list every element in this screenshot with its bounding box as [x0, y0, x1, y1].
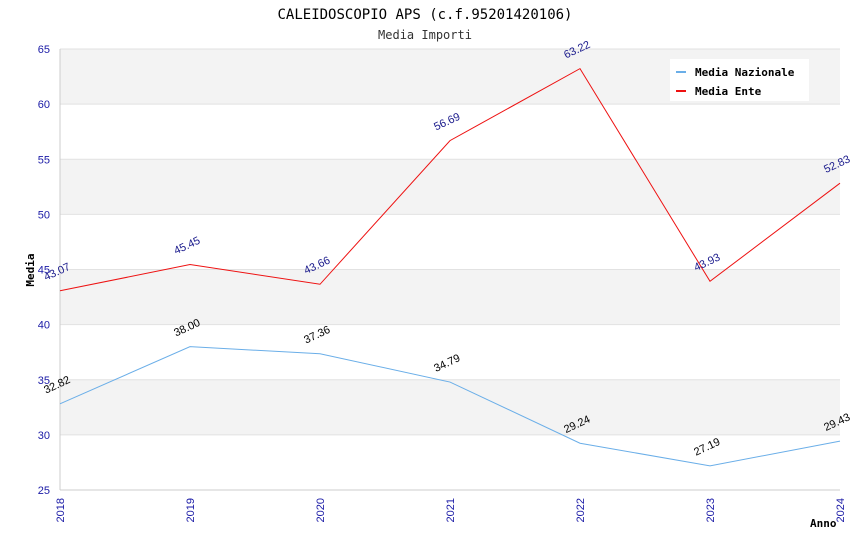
y-axis-ticks: 25 30 35 40 45 50 55 60 65	[38, 44, 50, 497]
grid-band	[60, 379, 840, 435]
chart-subtitle: Media Importi	[378, 28, 472, 42]
x-tick-label: 2023	[705, 498, 717, 522]
axes	[59, 49, 840, 491]
y-tick-label: 45	[38, 265, 50, 277]
legend: Media Nazionale Media Ente	[670, 59, 809, 101]
y-tick-label: 35	[38, 375, 50, 387]
legend-label: Media Nazionale	[695, 66, 795, 79]
y-tick-label: 25	[38, 485, 50, 497]
data-label: 34.79	[432, 352, 462, 375]
y-tick-label: 40	[38, 320, 50, 332]
x-axis-ticks: 2018 2019 2020 2021 2022 2023 2024	[55, 498, 847, 522]
legend-label: Media Ente	[695, 85, 762, 98]
x-tick-label: 2020	[315, 498, 327, 522]
grid-bands	[60, 49, 840, 435]
y-tick-label: 50	[38, 209, 50, 221]
grid-band	[60, 269, 840, 325]
series-line	[59, 67, 841, 292]
y-tick-label: 30	[38, 430, 50, 442]
x-tick-label: 2019	[185, 498, 197, 522]
data-label: 56.69	[432, 111, 462, 134]
y-tick-label: 60	[38, 99, 50, 111]
series-line	[59, 346, 841, 467]
x-tick-label: 2021	[445, 498, 457, 522]
grid-band	[60, 159, 840, 215]
x-tick-label: 2018	[55, 498, 67, 522]
x-tick-label: 2022	[575, 498, 587, 522]
y-axis-label: Media	[24, 253, 37, 286]
x-axis-label: Anno	[810, 517, 837, 530]
y-tick-label: 55	[38, 154, 50, 166]
chart-title: CALEIDOSCOPIO APS (c.f.95201420106)	[277, 7, 572, 23]
y-tick-label: 65	[38, 44, 50, 56]
data-label: 37.36	[302, 324, 332, 347]
data-label: 27.19	[692, 436, 722, 459]
legend-box	[670, 59, 809, 101]
x-tick-label: 2024	[835, 498, 847, 522]
series-lines	[59, 67, 841, 467]
data-label: 45.45	[172, 235, 202, 258]
